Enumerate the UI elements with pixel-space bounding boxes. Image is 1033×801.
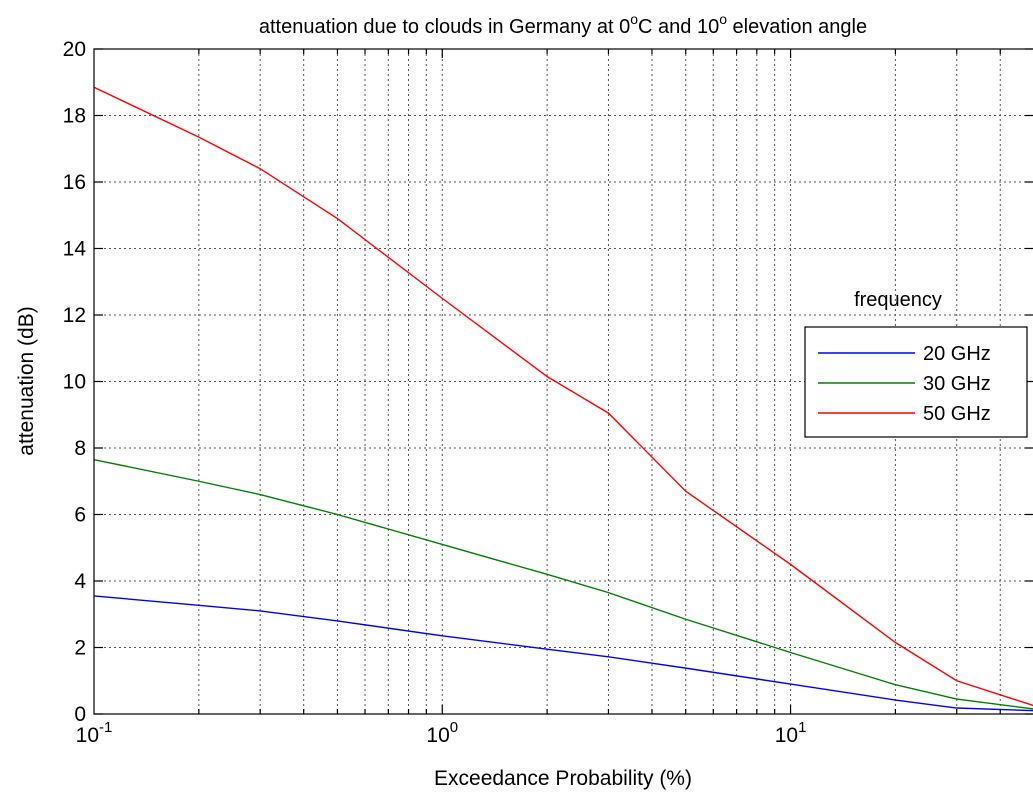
legend-label: 30 GHz	[923, 373, 991, 395]
y-tick-label: 16	[63, 171, 86, 194]
y-tick-label: 2	[74, 637, 86, 660]
y-tick-label: 20	[63, 38, 86, 61]
y-axis-label: attenuation (dB)	[15, 306, 38, 455]
y-tick-label: 18	[63, 105, 86, 128]
y-tick-label: 10	[63, 371, 86, 394]
y-tick-label: 0	[74, 703, 86, 726]
y-tick-label: 8	[74, 437, 86, 460]
x-axis-label: Exceedance Probability (%)	[434, 767, 692, 790]
legend-label: 50 GHz	[923, 403, 991, 425]
legend-title: frequency	[854, 289, 942, 311]
y-tick-label: 6	[74, 504, 86, 527]
chart-title: attenuation due to clouds in Germany at …	[259, 11, 867, 38]
y-tick-label: 4	[74, 570, 86, 593]
y-tick-label: 12	[63, 304, 86, 327]
y-tick-label: 14	[63, 238, 87, 261]
legend-box	[805, 327, 1027, 437]
legend-label: 20 GHz	[923, 343, 991, 365]
